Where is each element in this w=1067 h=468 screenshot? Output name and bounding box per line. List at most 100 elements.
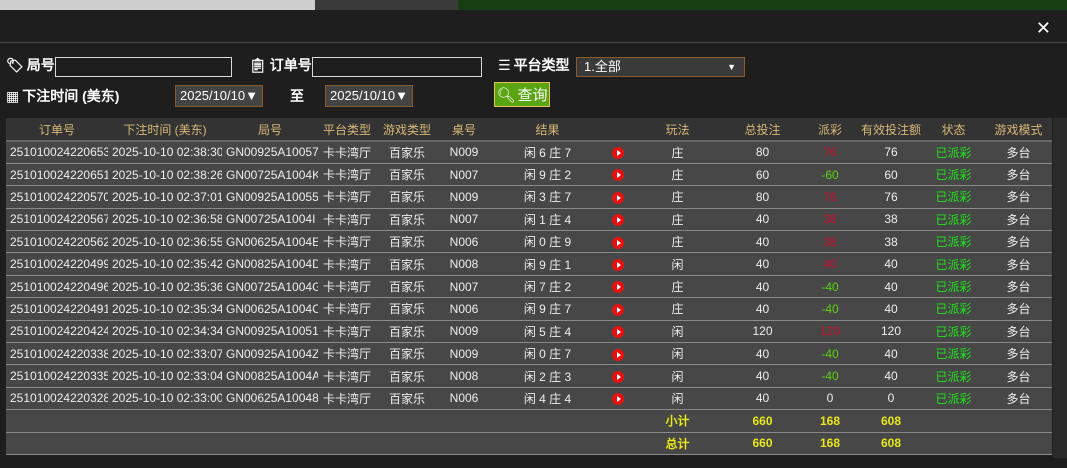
platform: 卡卡湾厅	[318, 185, 376, 209]
valid-bet: 40	[860, 364, 922, 388]
payout: 40	[800, 252, 860, 276]
bet-type: 闲	[630, 252, 725, 276]
tag-icon: 🏷︎	[6, 56, 24, 73]
game-mode: 多台	[985, 208, 1052, 232]
platform: 卡卡湾厅	[318, 387, 376, 411]
replay-cell	[605, 387, 630, 411]
valid-bet: 120	[860, 320, 922, 344]
column-header: 有效投注额	[860, 118, 922, 142]
total-bet: 120	[725, 320, 800, 344]
play-icon[interactable]	[611, 169, 624, 182]
bet-type: 闲	[630, 320, 725, 344]
bet-type: 庄	[630, 230, 725, 254]
play-icon[interactable]	[611, 370, 624, 383]
play-icon[interactable]	[611, 214, 624, 227]
bet-time: 2025-10-10 02:35:42	[108, 252, 222, 276]
replay-cell	[605, 230, 630, 254]
table-no: N007	[438, 208, 490, 232]
column-header: 结果	[490, 118, 605, 142]
total-bet: 80	[725, 185, 800, 209]
play-icon[interactable]	[611, 191, 624, 204]
round-input[interactable]	[55, 57, 232, 77]
bet-type: 闲	[630, 342, 725, 366]
total-bet: 60	[725, 163, 800, 187]
valid-bet: 40	[860, 297, 922, 321]
game-mode: 多台	[985, 252, 1052, 276]
status: 已派彩	[922, 230, 985, 254]
total-bet: 40	[725, 275, 800, 299]
payout: -40	[800, 297, 860, 321]
date-from-picker[interactable]: 2025/10/10▼	[175, 85, 263, 107]
column-header: 派彩	[800, 118, 860, 142]
table-no: N008	[438, 252, 490, 276]
spacer	[6, 409, 630, 433]
scrollbar[interactable]	[1053, 118, 1067, 458]
status: 已派彩	[922, 208, 985, 232]
bet-time: 2025-10-10 02:34:34	[108, 320, 222, 344]
play-icon[interactable]	[611, 147, 624, 160]
bet-time: 2025-10-10 02:38:30	[108, 141, 222, 164]
play-icon[interactable]	[611, 303, 624, 316]
round-id: GN00625A1004E	[222, 230, 318, 254]
payout: -40	[800, 275, 860, 299]
game-type: 百家乐	[376, 252, 438, 276]
table-row: 251010024220424 2025-10-10 02:34:34 GN0092…	[6, 320, 1052, 344]
round-id: GN00625A1004C	[222, 297, 318, 321]
order-id: 251010024220567	[6, 208, 108, 232]
time-label: ▦ 下注时间 (美东)	[6, 86, 119, 106]
subtotal-payout: 168	[800, 409, 860, 433]
table-no: N007	[438, 163, 490, 187]
play-icon[interactable]	[611, 326, 624, 339]
search-icon: 🔍︎	[496, 86, 516, 104]
date-to-picker[interactable]: 2025/10/10▼	[325, 85, 413, 107]
search-button[interactable]: 🔍︎ 查询	[494, 82, 550, 107]
table-no: N009	[438, 342, 490, 366]
status: 已派彩	[922, 163, 985, 187]
payout: 76	[800, 141, 860, 164]
column-header: 平台类型	[318, 118, 376, 142]
play-icon[interactable]	[611, 236, 624, 249]
round-label: 🏷︎ 局号	[6, 55, 55, 75]
bet-type: 庄	[630, 163, 725, 187]
status: 已派彩	[922, 342, 985, 366]
play-icon[interactable]	[611, 281, 624, 294]
game-type: 百家乐	[376, 364, 438, 388]
platform-select[interactable]: 1.全部 ▼	[576, 57, 745, 77]
total-bet: 40	[725, 252, 800, 276]
order-input[interactable]	[312, 57, 482, 77]
total-bet: 40	[725, 387, 800, 411]
platform: 卡卡湾厅	[318, 297, 376, 321]
result: 闲 2 庄 3	[490, 364, 605, 388]
column-header: 订单号	[6, 118, 108, 142]
status: 已派彩	[922, 185, 985, 209]
background-game	[0, 0, 1067, 10]
table-row: 251010024220338 2025-10-10 02:33:07 GN0092…	[6, 342, 1052, 366]
table-no: N006	[438, 230, 490, 254]
order-id: 251010024220328	[6, 387, 108, 411]
result: 闲 6 庄 7	[490, 141, 605, 164]
replay-cell	[605, 252, 630, 276]
bet-time: 2025-10-10 02:33:00	[108, 387, 222, 411]
table-no: N008	[438, 364, 490, 388]
game-mode: 多台	[985, 320, 1052, 344]
platform: 卡卡湾厅	[318, 208, 376, 232]
result: 闲 0 庄 9	[490, 230, 605, 254]
play-icon[interactable]	[611, 393, 624, 406]
replay-cell	[605, 320, 630, 344]
search-button-label: 查询	[517, 87, 548, 104]
platform: 卡卡湾厅	[318, 320, 376, 344]
order-id: 251010024220562	[6, 230, 108, 254]
table-row: 251010024220653 2025-10-10 02:38:30 GN0092…	[6, 141, 1052, 164]
play-icon[interactable]	[611, 258, 624, 271]
payout: 0	[800, 387, 860, 411]
total-bet: 660	[725, 432, 800, 455]
order-id: 251010024220499	[6, 252, 108, 276]
close-icon[interactable]: ✕	[1035, 18, 1051, 38]
bet-time: 2025-10-10 02:33:07	[108, 342, 222, 366]
platform: 卡卡湾厅	[318, 364, 376, 388]
play-icon[interactable]	[611, 348, 624, 361]
bet-time: 2025-10-10 02:36:55	[108, 230, 222, 254]
result: 闲 9 庄 1	[490, 252, 605, 276]
subtotal-label: 小计	[630, 409, 725, 433]
round-id: GN00725A1004G	[222, 275, 318, 299]
